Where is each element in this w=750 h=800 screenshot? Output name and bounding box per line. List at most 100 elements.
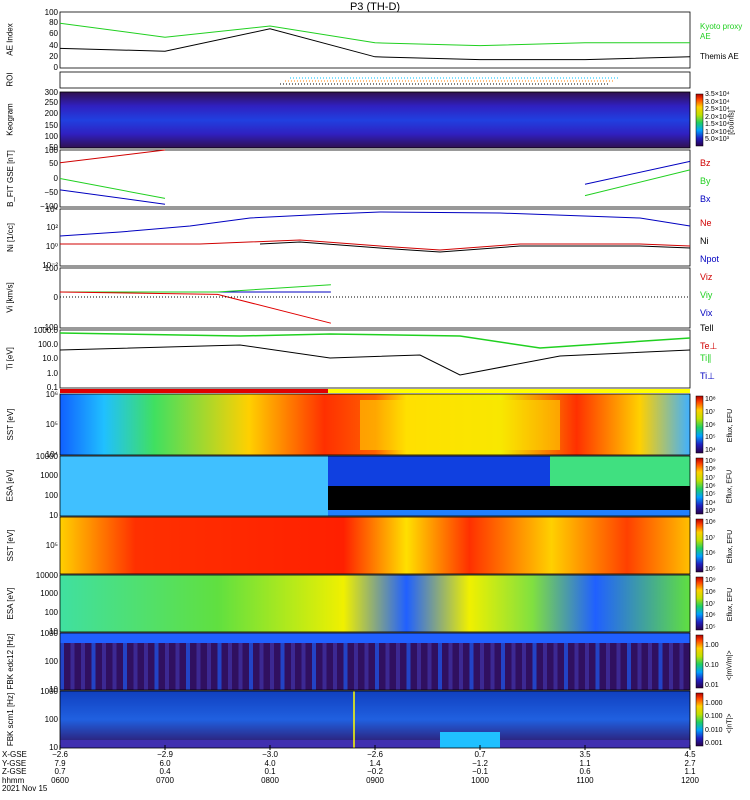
fbk1-stripe <box>259 633 264 690</box>
fbk1-stripe <box>60 633 64 690</box>
bottom-axis-value: 1.4 <box>369 758 381 768</box>
ytick-fbk2: 1000 <box>40 687 58 696</box>
series-line-ti-par <box>59 332 691 349</box>
ylabel-esa_e: ESA [eV] <box>5 469 15 502</box>
fbk2-bright-patch <box>440 732 500 748</box>
fbk1-stripe <box>207 633 211 690</box>
bottom-axis-value: −3.0 <box>262 750 278 759</box>
fbk1-stripe <box>553 633 558 690</box>
fbk1-stripe <box>648 633 652 690</box>
ytick-vi: −100 <box>39 323 58 332</box>
fbk1-stripe <box>438 633 442 690</box>
legend-kyoto-ae: Kyoto proxy AE <box>700 22 743 41</box>
ytick-sst_i: 10⁵ <box>45 540 58 550</box>
series-line-ni <box>59 211 691 237</box>
keogram-colorbar-tick: 3.5×10⁴ <box>705 91 730 98</box>
panel-bg-roi <box>60 72 690 88</box>
colorbar-keogram <box>695 93 704 147</box>
ytick-fbk1: 100 <box>44 656 58 666</box>
series-line-viz <box>59 291 332 324</box>
panel-bg-sst_i <box>60 517 690 574</box>
ytick-esa_i: 100 <box>44 608 58 617</box>
keogram-colorbar-tick: 1.5×10⁴ <box>705 121 730 128</box>
series-line-by <box>59 169 691 199</box>
legend-ti-2: Ti∥ <box>700 353 712 363</box>
fbk1-stripe <box>238 633 243 690</box>
ytick-ae: 100 <box>44 8 58 17</box>
legend-bz: Bz <box>700 158 711 168</box>
ytick-esa_i: 1000 <box>40 589 58 598</box>
bottom-axis-value: −1.2 <box>472 758 488 768</box>
fbk1-stripe <box>333 633 337 690</box>
ytick-ti: 1000.0 <box>33 326 58 335</box>
bottom-axis-value: 0700 <box>156 775 174 785</box>
colorbar-tick-sst_i: 10⁸ <box>705 519 716 526</box>
fbk1-stripe <box>658 633 663 690</box>
panel-bg-ae <box>60 12 690 68</box>
bottom-axis-value: 4.0 <box>264 758 276 768</box>
colorbar-tick-esa_i: 10⁷ <box>705 600 716 608</box>
colorbar-label-sst_e: Eflux, EFU <box>726 408 734 442</box>
fbk1-stripe <box>196 633 201 690</box>
keogram-colorbar-tick: 2.0×10⁴ <box>705 113 730 121</box>
fbk1-stripe <box>459 633 463 690</box>
colorbar-tick-sst_e: 10⁴ <box>705 447 716 454</box>
fbk1-stripe <box>249 633 253 690</box>
ylabel-esa_i: ESA [eV] <box>5 586 15 620</box>
ylabel-ae: AE Index <box>5 23 15 56</box>
legend-themis-ae: Themis AE <box>700 52 739 61</box>
panel-bg-esa_i <box>60 575 690 632</box>
bottom-axis-value: 1.1 <box>684 767 696 776</box>
colorbar-tick-sst_i: 10⁶ <box>705 550 716 558</box>
fbk1-stripe <box>396 633 400 690</box>
colorbar-tick-esa_e: 10⁸ <box>705 466 716 474</box>
bottom-axis-value: −2.9 <box>157 750 173 759</box>
bottom-row-label: Z-GSE <box>2 767 27 776</box>
fbk1-stripe <box>637 633 642 690</box>
fbk1-stripe <box>133 633 138 690</box>
colorbar-fbk1 <box>695 634 704 689</box>
colorbar-tick-esa_i: 10⁹ <box>705 577 716 584</box>
panel-frame-ti <box>59 329 691 389</box>
colorbar-label-fbk2: <|nT|> <box>726 713 734 734</box>
legend-viy: Viy <box>700 290 713 300</box>
fbk1-stripe <box>228 633 232 690</box>
panel-frame-sst_i <box>59 516 691 575</box>
ytick-keogram: 150 <box>44 120 58 130</box>
ytick-ae: 20 <box>49 51 58 61</box>
ytick-ni: 10⁴ <box>45 205 58 214</box>
ylabel-ni: Ni [1/cc] <box>5 222 15 252</box>
fbk1-stripe <box>186 633 190 690</box>
ytick-ti: 0.1 <box>46 383 58 392</box>
colorbar-label-sst_i: Eflux, EFU <box>726 529 734 563</box>
series-line-bx <box>59 160 691 205</box>
fbk1-stripe <box>175 633 180 690</box>
fbk1-stripe <box>364 633 369 690</box>
fbk1-stripe <box>679 633 684 690</box>
colorbar-label-esa_i: Eflux, EFU <box>726 587 734 621</box>
colorbar-tick-esa_i: 10⁸ <box>705 588 716 596</box>
bottom-row-label: 2021 Nov 15 <box>2 784 48 793</box>
panel-frame-ae <box>59 11 691 69</box>
fbk1-stripe <box>102 633 106 690</box>
esa-e-low-energy-black <box>328 486 690 510</box>
fbk1-stripe <box>312 633 316 690</box>
series-line-tell <box>59 344 691 376</box>
colorbar-tick-sst_e: 10⁷ <box>705 408 716 416</box>
keogram-colorbar-tick: 5.0×10³ <box>705 136 729 143</box>
legend-bx: Bx <box>700 194 711 204</box>
colorbar-tick-esa_e: 10³ <box>705 508 716 515</box>
bottom-row-label: Y-GSE <box>2 758 27 768</box>
ytick-esa_e: 10000 <box>35 452 58 461</box>
fbk1-stripe <box>375 633 379 690</box>
status-bar-red <box>60 389 328 393</box>
fbk1-stripe <box>585 633 589 690</box>
fbk1-stripe <box>81 633 85 690</box>
panel-frame-vi <box>59 267 691 329</box>
fbk1-stripe <box>322 633 327 690</box>
fbk1-stripe <box>427 633 432 690</box>
colorbar-fbk2 <box>695 692 704 747</box>
legend-ne: Ne <box>700 218 712 228</box>
colorbar-sst_e <box>695 395 704 454</box>
ylabel-fbk1: FBK edc12 [Hz] <box>5 632 15 690</box>
